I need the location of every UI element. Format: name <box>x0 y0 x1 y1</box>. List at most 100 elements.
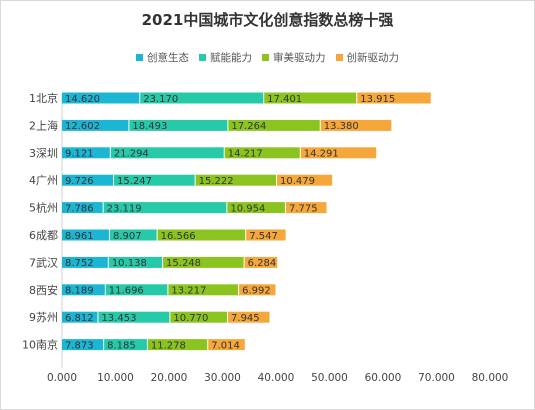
bar-value-label: 10.138 <box>112 258 147 269</box>
bar-value-label: 6.284 <box>248 258 277 269</box>
bar-value-label: 13.217 <box>171 286 206 297</box>
bar-value-label: 13.380 <box>324 121 359 132</box>
bar-value-label: 8.185 <box>107 340 136 351</box>
bar-segment <box>109 229 157 241</box>
bar-segment <box>224 147 300 159</box>
bar-value-label: 11.696 <box>109 286 144 297</box>
bar-value-label: 17.264 <box>231 121 266 132</box>
bar-segment <box>357 92 431 104</box>
bar-value-label: 9.726 <box>65 176 94 187</box>
bar-value-label: 10.770 <box>173 313 208 324</box>
bar-segment <box>277 174 333 186</box>
bar-segment <box>140 92 264 104</box>
x-tick-label: 70.000 <box>418 372 455 384</box>
category-label: 7武汉 <box>29 256 58 269</box>
bar-value-label: 8.752 <box>65 258 94 269</box>
category-label: 4广州 <box>29 174 58 187</box>
category-label: 5杭州 <box>29 201 58 215</box>
bar-segment <box>264 92 357 104</box>
bar-value-label: 15.248 <box>166 258 201 269</box>
bar-segment <box>62 202 103 214</box>
bar-value-label: 15.222 <box>199 176 234 187</box>
bar-segment <box>228 119 320 131</box>
bar-segment <box>62 119 129 131</box>
bar-value-label: 21.294 <box>114 149 149 160</box>
category-label: 1北京 <box>29 91 58 105</box>
bar-value-label: 16.566 <box>161 231 196 242</box>
bar-segment <box>62 256 108 268</box>
bar-value-label: 10.479 <box>280 176 315 187</box>
bar-value-label: 8.961 <box>65 231 94 242</box>
legend-label: 赋能能力 <box>210 52 252 64</box>
bar-value-label: 7.786 <box>65 203 94 214</box>
bar-segment <box>170 311 228 323</box>
bar-value-label: 14.217 <box>228 149 263 160</box>
bar-segment <box>157 229 246 241</box>
legend-label: 审美驱动力 <box>273 52 326 64</box>
bar-value-label: 18.493 <box>132 121 167 132</box>
bar-value-label: 11.278 <box>151 340 186 351</box>
bar-value-label: 6.992 <box>242 286 271 297</box>
bar-segment <box>62 311 98 323</box>
bar-segment <box>105 284 168 296</box>
bar-value-label: 10.954 <box>230 203 265 214</box>
bar-segment <box>195 174 277 186</box>
bar-segment <box>62 147 110 159</box>
bar-value-label: 13.915 <box>360 94 395 105</box>
bar-segment <box>168 284 239 296</box>
legend-swatch <box>262 54 269 61</box>
x-tick-label: 30.000 <box>204 372 241 384</box>
bar-segment <box>208 339 245 351</box>
bar-segment <box>110 147 224 159</box>
bar-value-label: 13.453 <box>101 313 136 324</box>
bar-value-label: 17.401 <box>267 94 302 105</box>
bar-segment <box>239 284 276 296</box>
legend-swatch <box>136 54 143 61</box>
bar-segment <box>62 284 105 296</box>
bar-segment <box>62 229 109 241</box>
bar-value-label: 7.873 <box>65 340 94 351</box>
bar-value-label: 23.170 <box>143 94 178 105</box>
x-tick-label: 60.000 <box>365 372 402 384</box>
legend-swatch <box>199 54 206 61</box>
bar-value-label: 8.907 <box>113 231 142 242</box>
bar-segment <box>104 339 147 351</box>
bar-segment <box>62 339 104 351</box>
bar-value-label: 14.291 <box>304 149 339 160</box>
bar-segment <box>129 119 228 131</box>
bar-segment <box>228 311 270 323</box>
bar-segment <box>320 119 392 131</box>
x-tick-label: 80.000 <box>472 372 509 384</box>
legend-item-2: 赋能能力 <box>199 50 252 65</box>
bar-segment <box>244 256 278 268</box>
bar-segment <box>285 202 327 214</box>
x-tick-label: 10.000 <box>97 372 134 384</box>
bar-value-label: 15.247 <box>117 176 152 187</box>
bar-value-label: 7.945 <box>231 313 260 324</box>
legend-swatch <box>335 54 343 61</box>
bar-segment <box>98 311 170 323</box>
x-tick-label: 20.000 <box>151 372 188 384</box>
bar-segment <box>227 202 285 214</box>
category-label: 6成都 <box>29 229 58 242</box>
category-label: 3深圳 <box>29 147 58 160</box>
bar-value-label: 12.602 <box>65 121 100 132</box>
x-tick-label: 50.000 <box>311 372 348 384</box>
bar-value-label: 8.189 <box>65 286 94 297</box>
bar-segment <box>103 202 227 214</box>
bar-segment <box>108 256 163 268</box>
legend-item-3: 审美驱动力 <box>262 50 326 65</box>
bar-value-label: 7.014 <box>211 340 240 351</box>
bar-value-label: 9.121 <box>65 149 94 160</box>
category-label: 8西安 <box>29 283 58 297</box>
legend-label: 创意生态 <box>147 52 189 64</box>
bar-value-label: 7.775 <box>289 203 318 214</box>
legend-item-1: 创意生态 <box>136 50 189 65</box>
bar-segment <box>163 256 244 268</box>
bar-segment <box>147 339 208 351</box>
bar-segment <box>300 147 377 159</box>
category-label: 9苏州 <box>29 311 58 324</box>
bar-value-label: 14.620 <box>65 94 100 105</box>
bar-value-label: 6.812 <box>65 313 94 324</box>
